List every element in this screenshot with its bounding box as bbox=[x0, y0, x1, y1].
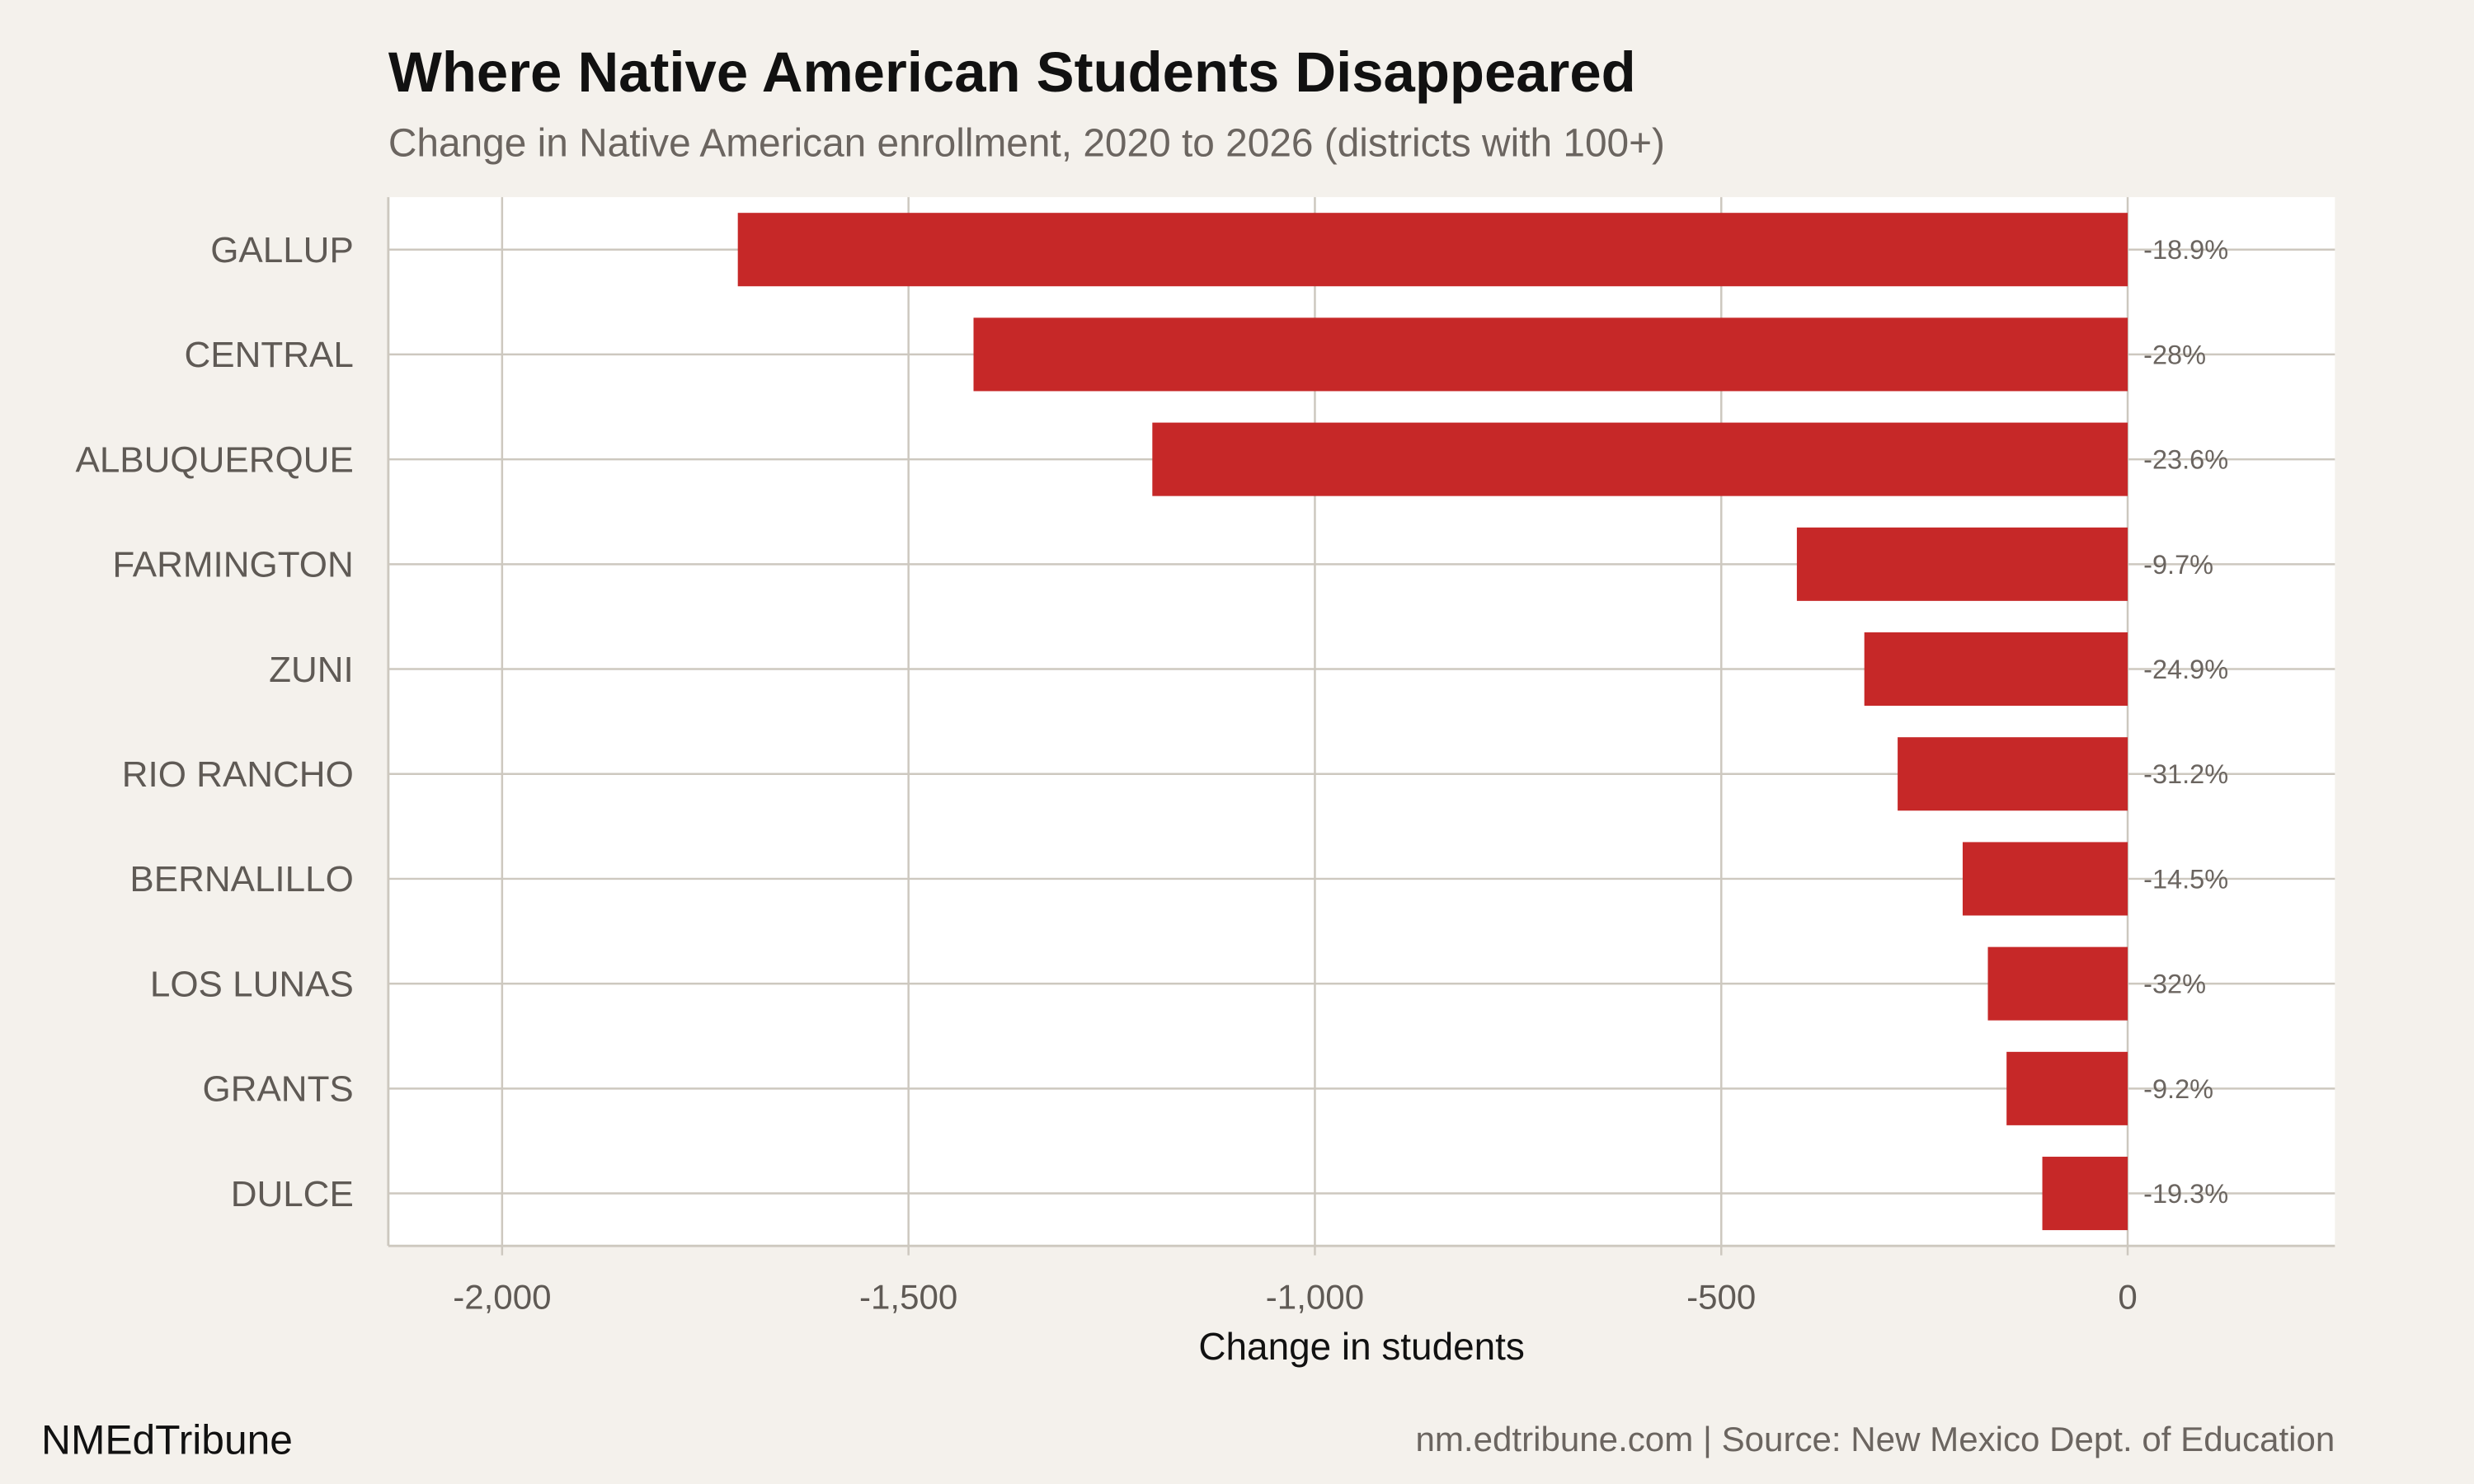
x-tick-label: -500 bbox=[1686, 1278, 1756, 1317]
percent-label: -14.5% bbox=[2143, 864, 2228, 894]
bar bbox=[973, 317, 2128, 392]
category-label: CENTRAL bbox=[185, 335, 354, 375]
bar bbox=[2042, 1157, 2128, 1231]
category-label: RIO RANCHO bbox=[122, 754, 354, 795]
percent-label: -19.3% bbox=[2143, 1179, 2228, 1209]
category-label: GRANTS bbox=[203, 1069, 354, 1110]
chart-subtitle: Change in Native American enrollment, 20… bbox=[388, 121, 1665, 165]
x-axis-ticks: -2,000 -1,500 -1,000 -500 0 bbox=[453, 1246, 2138, 1317]
category-label: FARMINGTON bbox=[112, 545, 353, 585]
percent-label: -24.9% bbox=[2143, 655, 2228, 684]
bar bbox=[1898, 737, 2128, 811]
percent-label: -9.2% bbox=[2143, 1074, 2213, 1104]
bar bbox=[1864, 632, 2128, 707]
percent-label: -9.7% bbox=[2143, 550, 2213, 580]
x-axis-title: Change in students bbox=[1198, 1325, 1524, 1368]
y-axis-labels: GALLUP CENTRAL ALBUQUERQUE FARMINGTON ZUNI RI… bbox=[76, 230, 354, 1214]
source-credit: nm.edtribune.com | Source: New Mexico De… bbox=[1415, 1420, 2335, 1458]
x-tick-label: -1,500 bbox=[859, 1278, 957, 1317]
percent-label: -32% bbox=[2143, 970, 2206, 999]
bar bbox=[1796, 527, 2128, 601]
category-label: ALBUQUERQUE bbox=[76, 439, 354, 480]
x-tick-label: 0 bbox=[2118, 1278, 2137, 1317]
category-label: ZUNI bbox=[269, 650, 354, 690]
bar bbox=[1152, 422, 2128, 496]
percent-label: -18.9% bbox=[2143, 235, 2228, 265]
category-label: LOS LUNAS bbox=[150, 964, 354, 1004]
bar bbox=[1962, 842, 2128, 916]
category-label: DULCE bbox=[231, 1174, 354, 1214]
bar bbox=[2006, 1051, 2128, 1125]
category-label: BERNALILLO bbox=[129, 859, 353, 899]
percent-label: -23.6% bbox=[2143, 445, 2228, 475]
brand-logo: NMEdTribune bbox=[41, 1417, 293, 1463]
chart-title: Where Native American Students Disappear… bbox=[388, 40, 1636, 104]
percent-labels: -18.9% -28% -23.6% -9.7% -24.9% -31.2% -14.5% -… bbox=[2143, 235, 2228, 1209]
bars bbox=[737, 213, 2128, 1231]
x-tick-label: -1,000 bbox=[1266, 1278, 1364, 1317]
category-label: GALLUP bbox=[210, 230, 354, 270]
bar bbox=[1987, 946, 2128, 1021]
percent-label: -31.2% bbox=[2143, 759, 2228, 789]
percent-label: -28% bbox=[2143, 340, 2206, 369]
x-tick-label: -2,000 bbox=[453, 1278, 551, 1317]
bar bbox=[737, 213, 2128, 287]
